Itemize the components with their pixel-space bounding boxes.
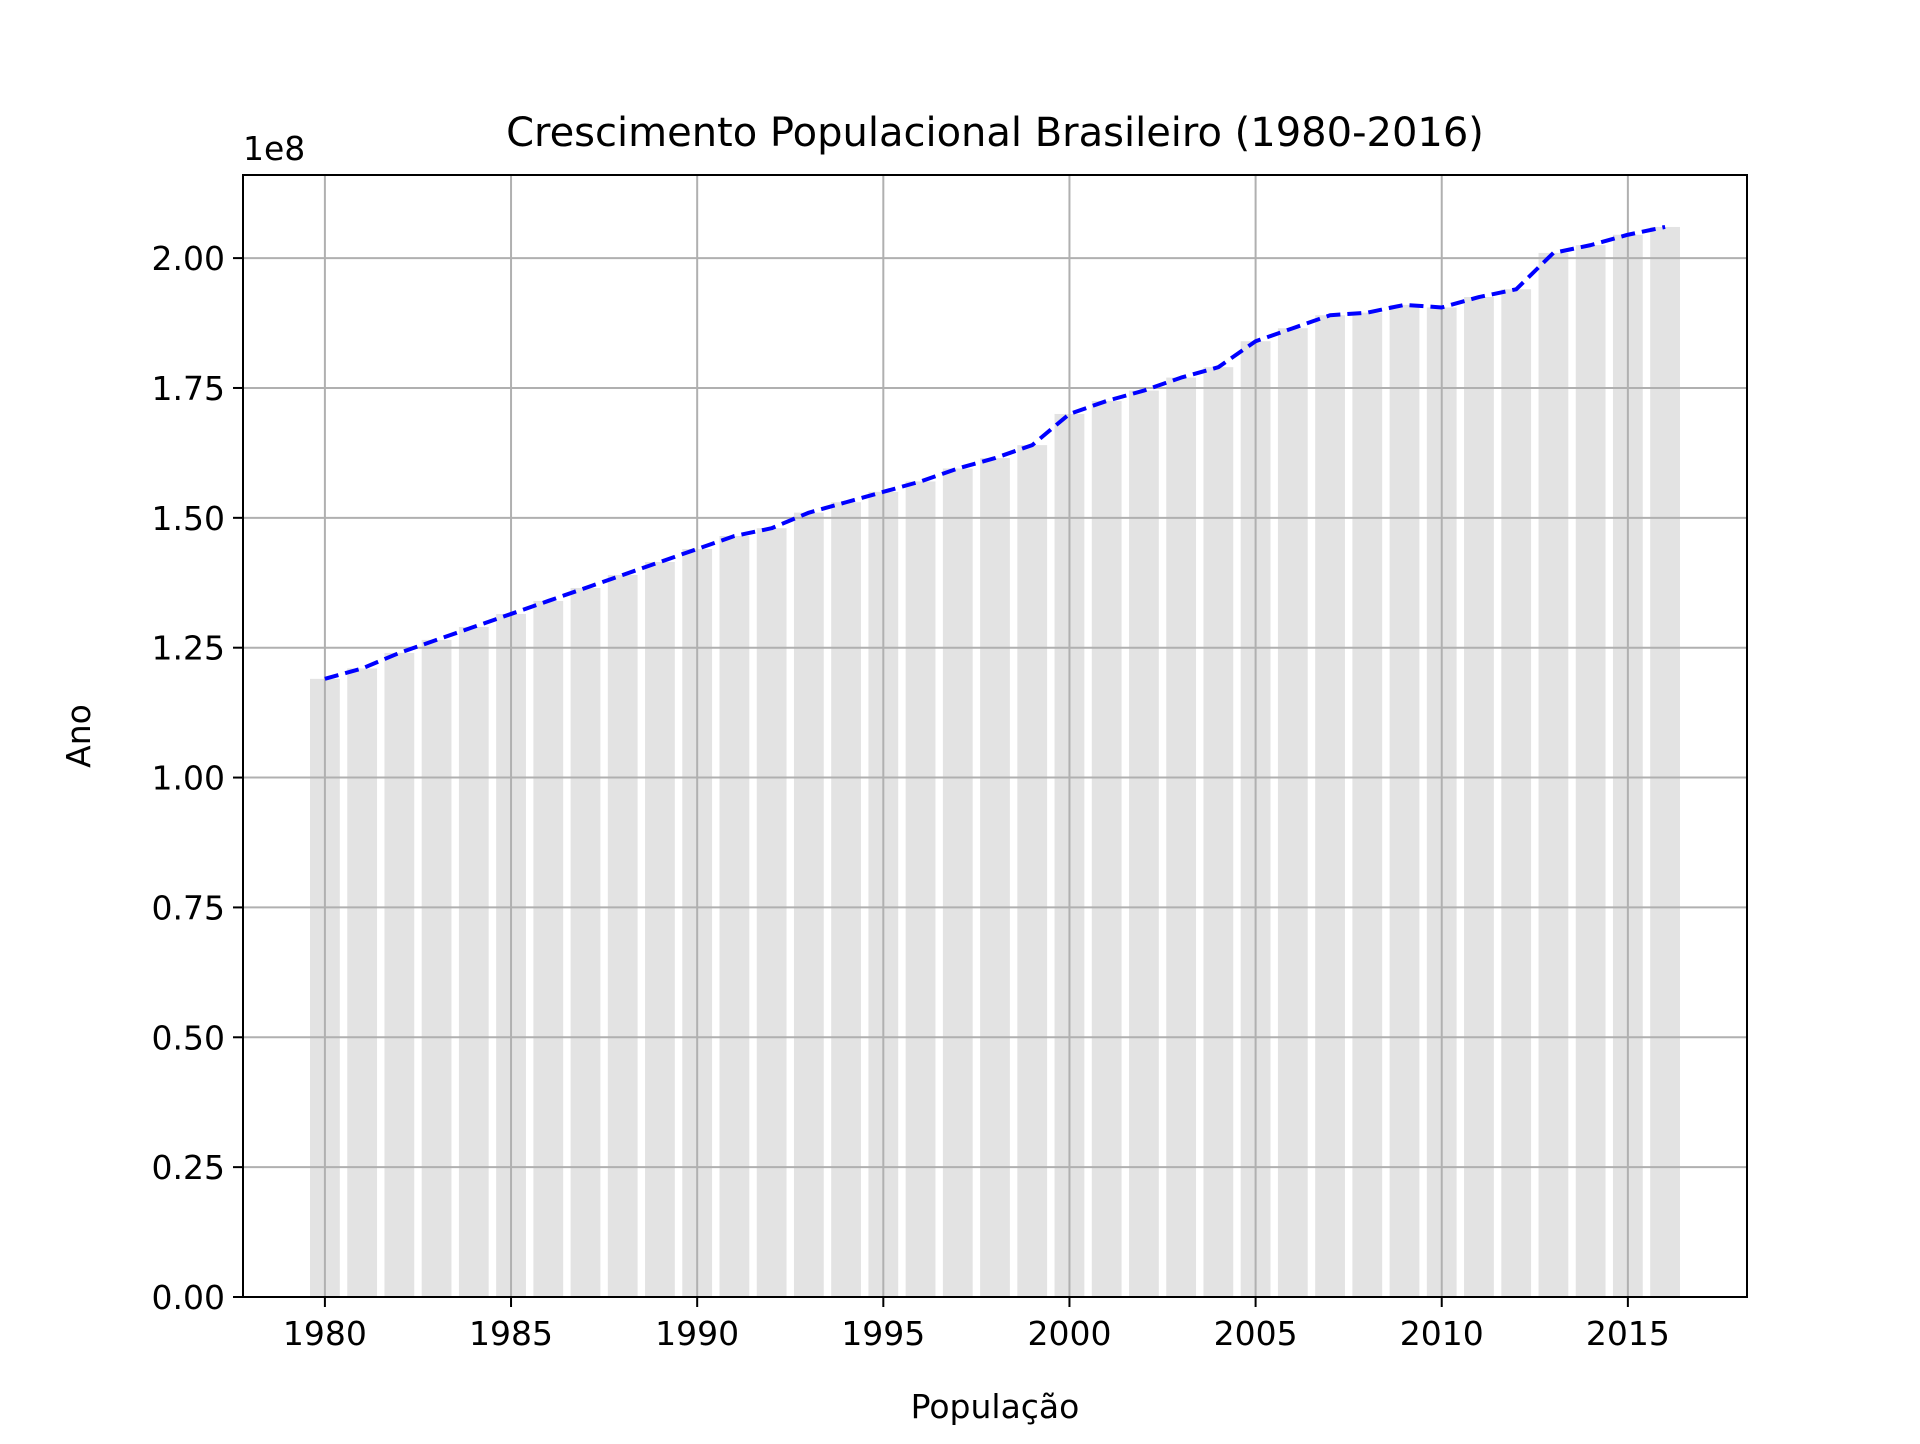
y-tick-label-0.50: 0.50	[152, 1018, 225, 1057]
line-layer	[324, 224, 1666, 681]
bar-1984	[458, 626, 489, 1297]
y-tick-label-1.50: 1.50	[152, 499, 225, 538]
bar-2011	[1464, 297, 1494, 1297]
bar-1981	[347, 668, 378, 1297]
bar-1991	[719, 536, 750, 1297]
y-axis-offset-label: 1e8	[243, 129, 305, 168]
bar-2003	[1166, 377, 1197, 1297]
x-tick-label-1985: 1985	[469, 1314, 553, 1353]
bar-1992	[756, 528, 787, 1297]
x-axis-label: População	[911, 1387, 1080, 1426]
y-tick-label-1.00: 1.00	[152, 759, 225, 798]
bar-2007	[1315, 315, 1345, 1297]
x-tick-label-2000: 2000	[1027, 1314, 1111, 1353]
y-tick-label-0.00: 0.00	[152, 1278, 225, 1317]
bar-1983	[421, 639, 452, 1297]
x-ticks-layer: 1980 1985 1990 1995 2000 2005 2010 2015	[283, 1297, 1670, 1353]
y-tick-label-2.00: 2.00	[152, 239, 225, 278]
x-tick-label-2010: 2010	[1400, 1314, 1484, 1353]
plot-frame	[242, 174, 1748, 1298]
y-tick-label-1.25: 1.25	[152, 629, 225, 668]
bar-1988	[607, 574, 638, 1297]
bar-2002	[1129, 390, 1159, 1297]
population-line	[324, 224, 1666, 681]
bar-2008	[1352, 312, 1383, 1297]
bar-1997	[942, 468, 973, 1298]
bar-2001	[1091, 400, 1122, 1297]
bar-2016	[1650, 226, 1680, 1297]
bar-1986	[533, 600, 564, 1297]
y-ticks-layer: 0.00 0.25 0.50 0.75 1.00 1.25 1.50 1.75 2.00	[152, 239, 243, 1317]
bar-1994	[831, 502, 861, 1297]
x-tick-label-2005: 2005	[1214, 1314, 1298, 1353]
bar-2013	[1538, 252, 1569, 1298]
bar-1987	[570, 587, 601, 1297]
bar-2009	[1389, 304, 1420, 1298]
x-tick-label-1990: 1990	[655, 1314, 739, 1353]
y-tick-label-1.75: 1.75	[152, 369, 225, 408]
x-tick-label-2015: 2015	[1586, 1314, 1670, 1353]
y-tick-label-0.75: 0.75	[152, 888, 225, 927]
bar-1998	[980, 458, 1010, 1297]
bar-2006	[1277, 328, 1308, 1298]
bar-1999	[1017, 445, 1048, 1298]
bar-2014	[1575, 245, 1606, 1297]
bar-1982	[384, 652, 415, 1297]
x-tick-label-1995: 1995	[841, 1314, 925, 1353]
y-tick-label-0.25: 0.25	[152, 1148, 225, 1187]
x-tick-label-1980: 1980	[283, 1314, 367, 1353]
bar-1989	[645, 561, 675, 1297]
bar-2012	[1501, 289, 1532, 1297]
bar-2004	[1203, 367, 1234, 1297]
bar-1996	[905, 481, 936, 1297]
chart-title: Crescimento Populacional Brasileiro (198…	[506, 110, 1484, 156]
bar-1993	[793, 512, 824, 1297]
y-axis-label: Ano	[59, 704, 98, 768]
